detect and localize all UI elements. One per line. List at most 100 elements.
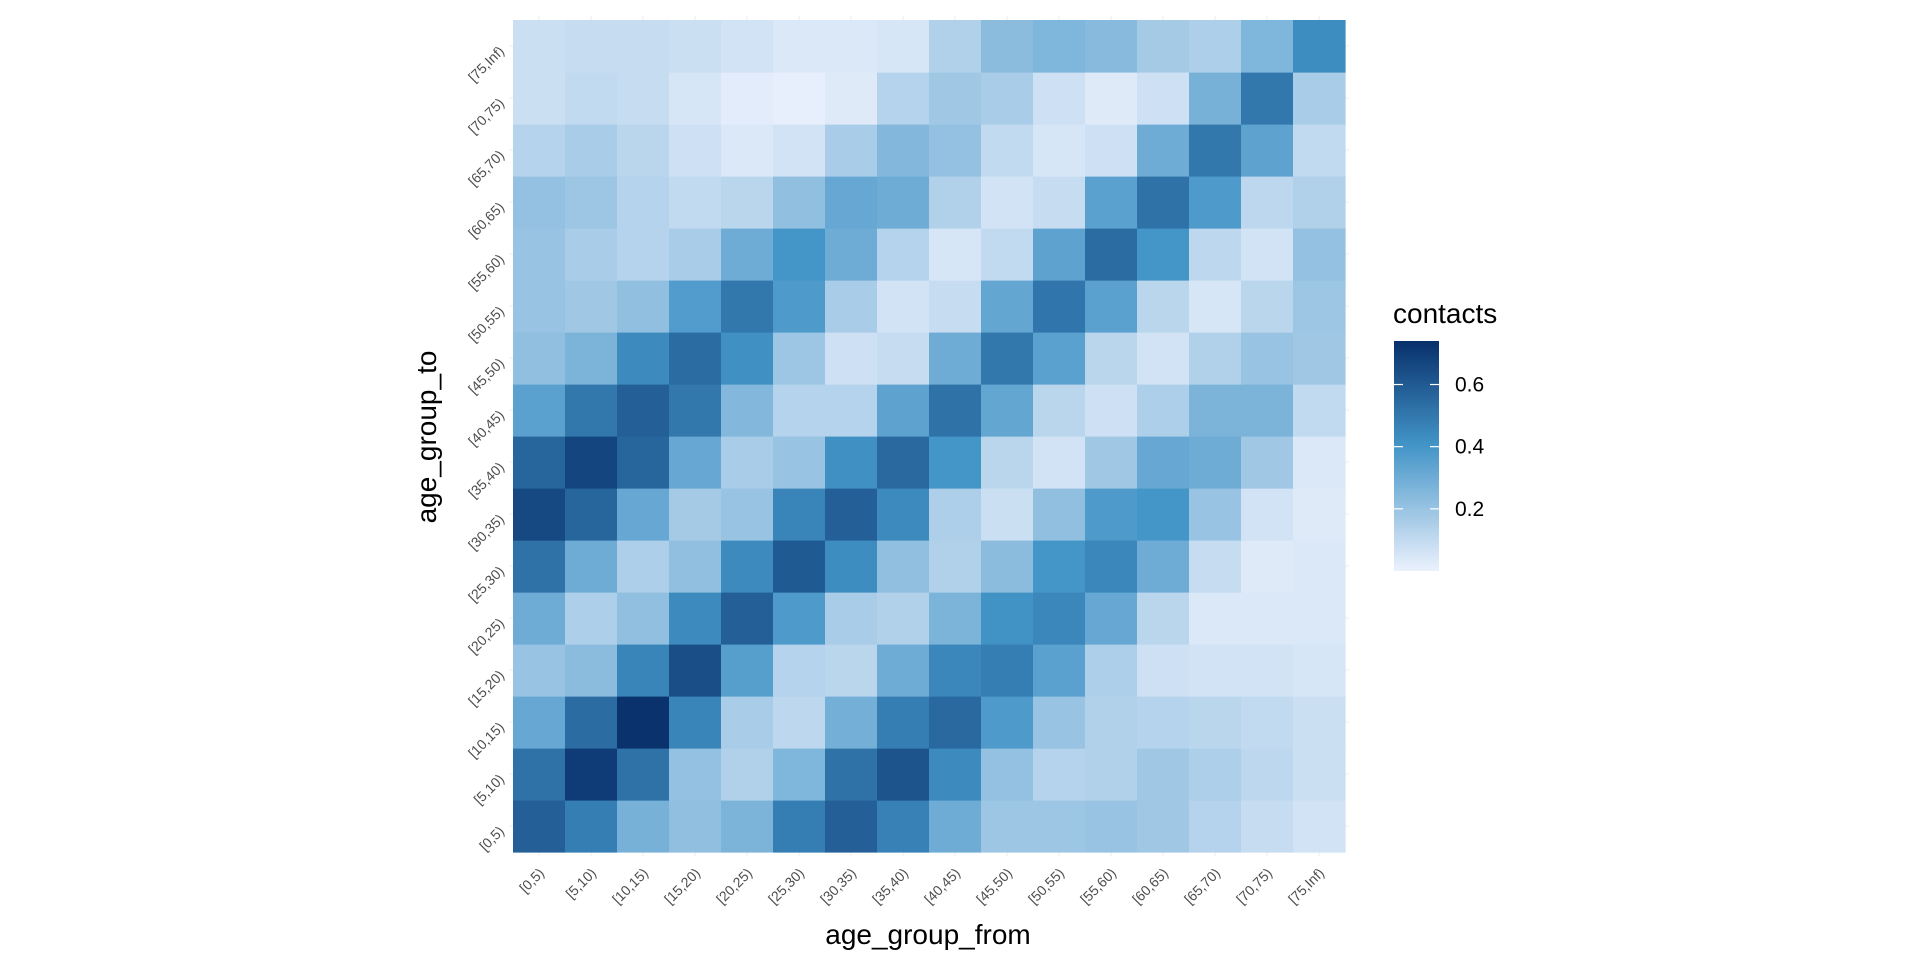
heatmap-cell xyxy=(1033,72,1086,125)
heatmap-cell xyxy=(721,436,774,489)
heatmap-cell xyxy=(513,592,566,645)
heatmap-cell xyxy=(877,436,930,489)
heatmap-cell xyxy=(1137,748,1190,801)
heatmap-cell xyxy=(1293,800,1346,853)
heatmap-cell xyxy=(825,800,878,853)
heatmap-cell xyxy=(617,592,670,645)
heatmap-cell xyxy=(1033,748,1086,801)
y-tick-label: [50,55) xyxy=(465,303,507,345)
heatmap-cell xyxy=(773,436,826,489)
heatmap-cell xyxy=(669,124,722,177)
heatmap-cell xyxy=(1137,332,1190,385)
heatmap-cell xyxy=(513,696,566,749)
heatmap-cells xyxy=(513,20,1346,853)
heatmap-cell xyxy=(1241,488,1294,541)
heatmap-cell xyxy=(1189,72,1242,125)
y-tick-label: [20,25) xyxy=(465,615,507,657)
heatmap-cell xyxy=(773,644,826,697)
heatmap-cell xyxy=(1085,800,1138,853)
heatmap-cell xyxy=(513,332,566,385)
heatmap-cell xyxy=(1293,72,1346,125)
heatmap-cell xyxy=(773,280,826,333)
heatmap-cell xyxy=(825,384,878,437)
heatmap-cell xyxy=(1085,384,1138,437)
heatmap-cell xyxy=(929,124,982,177)
x-tick-label: [65,70) xyxy=(1181,865,1223,907)
heatmap-cell xyxy=(929,748,982,801)
heatmap-cell xyxy=(877,696,930,749)
heatmap-cell xyxy=(825,20,878,73)
heatmap-cell xyxy=(1033,696,1086,749)
heatmap-cell xyxy=(669,592,722,645)
heatmap-cell xyxy=(617,384,670,437)
heatmap-cell xyxy=(669,488,722,541)
x-tick-labels: [0,5) [5,10) [10,15) [15,20) [20,25) [25,30)[… xyxy=(516,865,1327,907)
x-tick-label: [40,45) xyxy=(921,865,963,907)
heatmap-cell xyxy=(773,540,826,593)
heatmap-cell xyxy=(981,644,1034,697)
legend-title: contacts xyxy=(1393,298,1497,329)
heatmap-cell xyxy=(1241,436,1294,489)
heatmap-cell xyxy=(617,124,670,177)
heatmap-cell xyxy=(565,20,618,73)
heatmap-cell xyxy=(929,176,982,229)
heatmap-cell xyxy=(721,696,774,749)
heatmap-cell xyxy=(1033,176,1086,229)
heatmap-cell xyxy=(565,280,618,333)
y-tick-label: [5,10) xyxy=(470,771,507,808)
heatmap-cell xyxy=(877,592,930,645)
heatmap-cell xyxy=(981,72,1034,125)
heatmap-cell xyxy=(825,696,878,749)
heatmap-cell xyxy=(565,644,618,697)
heatmap-cell xyxy=(1293,332,1346,385)
heatmap-cell xyxy=(1085,72,1138,125)
heatmap-cell xyxy=(1189,280,1242,333)
heatmap-cell xyxy=(565,436,618,489)
heatmap-cell xyxy=(1293,280,1346,333)
heatmap-cell xyxy=(1085,280,1138,333)
heatmap-cell xyxy=(513,488,566,541)
heatmap-cell xyxy=(1085,748,1138,801)
heatmap-cell xyxy=(1137,384,1190,437)
y-tick-label: [70,75) xyxy=(465,95,507,137)
heatmap-cell xyxy=(565,332,618,385)
heatmap-cell xyxy=(1189,644,1242,697)
heatmap-cell xyxy=(825,488,878,541)
y-tick-label: [0,5) xyxy=(476,823,507,854)
heatmap-cell xyxy=(1293,592,1346,645)
heatmap-cell xyxy=(877,228,930,281)
heatmap-cell xyxy=(1137,696,1190,749)
heatmap-cell xyxy=(513,436,566,489)
heatmap-cell xyxy=(1189,696,1242,749)
heatmap-cell xyxy=(1241,644,1294,697)
heatmap-cell xyxy=(825,124,878,177)
heatmap-cell xyxy=(929,540,982,593)
heatmap-cell xyxy=(565,176,618,229)
heatmap-cell xyxy=(877,176,930,229)
heatmap-cell xyxy=(1241,696,1294,749)
heatmap-cell xyxy=(981,540,1034,593)
heatmap-cell xyxy=(513,124,566,177)
heatmap-cell xyxy=(877,72,930,125)
heatmap-cell xyxy=(1033,124,1086,177)
heatmap-cell xyxy=(825,280,878,333)
x-axis-title: age_group_from xyxy=(825,919,1030,950)
heatmap-cell xyxy=(1033,540,1086,593)
heatmap-cell xyxy=(1085,124,1138,177)
heatmap-cell xyxy=(721,592,774,645)
heatmap-cell xyxy=(877,332,930,385)
x-tick-label: [55,60) xyxy=(1077,865,1119,907)
heatmap-cell xyxy=(1241,176,1294,229)
heatmap-cell xyxy=(721,384,774,437)
y-tick-label: [30,35) xyxy=(465,511,507,553)
heatmap-cell xyxy=(617,176,670,229)
heatmap-cell xyxy=(981,20,1034,73)
heatmap-cell xyxy=(1033,280,1086,333)
legend-label: 0.4 xyxy=(1455,436,1485,459)
heatmap-cell xyxy=(981,748,1034,801)
heatmap-cell xyxy=(669,644,722,697)
heatmap-cell xyxy=(1241,748,1294,801)
heatmap-cell xyxy=(669,228,722,281)
heatmap-cell xyxy=(1241,228,1294,281)
heatmap-cell xyxy=(721,176,774,229)
